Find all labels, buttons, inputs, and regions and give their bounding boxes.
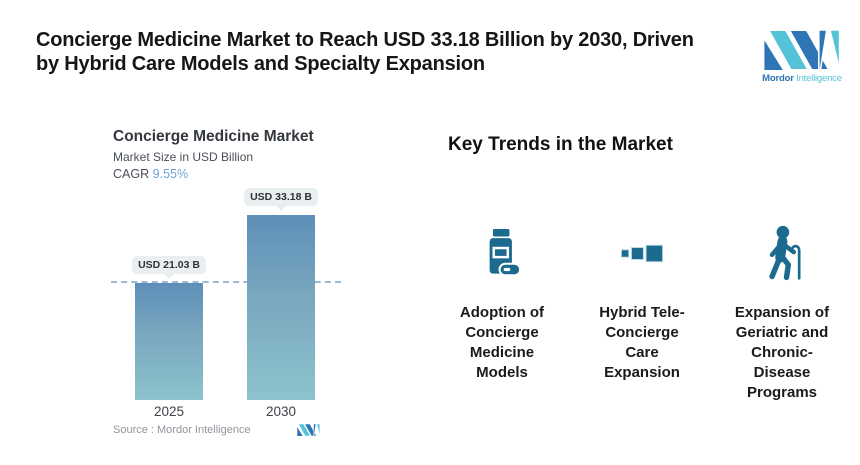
trend-label: Adoption of Concierge Medicine Models [459, 304, 545, 381]
elderly-person-with-cane-icon [769, 225, 801, 281]
x-axis-label-2030: 2030 [265, 404, 297, 419]
page-title: Concierge Medicine Market to Reach USD 3… [36, 29, 694, 75]
logo-text-bold: Mordor [762, 73, 794, 84]
trends-section: Adoption of Concierge Medicine Models Hy… [432, 224, 852, 403]
trend-item-hybrid: Hybrid Tele- Concierge Care Expansion [572, 224, 712, 403]
market-chart: Concierge Medicine Market Market Size in… [100, 120, 365, 455]
chart-subtitle: Market Size in USD Billion [113, 150, 254, 164]
trend-item-geriatric: Expansion of Geriatric and Chronic- Dise… [712, 224, 852, 403]
trends-heading: Key Trends in the Market [448, 133, 673, 155]
logo-text-light: Intelligence [796, 73, 842, 84]
growing-squares-icon [621, 244, 663, 262]
mordor-logo-text: Mordor Intelligence [762, 73, 842, 84]
chart-title: Concierge Medicine Market [113, 128, 314, 145]
value-badge-2025: USD 21.03 B [132, 256, 206, 279]
bar-column-2030: USD 33.18 B [244, 188, 318, 400]
pill-bottle-icon [489, 229, 521, 277]
trend-item-adoption: Adoption of Concierge Medicine Models [432, 224, 572, 403]
bar-2030 [247, 215, 315, 400]
bar-2025 [135, 283, 203, 400]
bar-column-2025: USD 21.03 B [132, 256, 206, 400]
bar-plot: USD 21.03 B USD 33.18 B [111, 186, 341, 400]
source-logo-icon [297, 424, 320, 436]
mordor-logo: Mordor Intelligence [762, 30, 842, 84]
source-text: Source : Mordor Intelligence [113, 424, 251, 436]
chart-cagr: CAGR 9.55% [113, 167, 188, 181]
cagr-value: 9.55% [152, 167, 189, 181]
x-axis-label-2025: 2025 [153, 404, 185, 419]
value-badge-2030: USD 33.18 B [244, 188, 318, 211]
cagr-label: CAGR [113, 167, 150, 181]
source-row: Source : Mordor Intelligence [113, 424, 320, 436]
reference-dashed-line [111, 281, 341, 283]
mordor-logo-icon [764, 30, 840, 70]
trend-label: Hybrid Tele- Concierge Care Expansion [599, 304, 685, 381]
trend-label: Expansion of Geriatric and Chronic- Dise… [734, 304, 830, 401]
